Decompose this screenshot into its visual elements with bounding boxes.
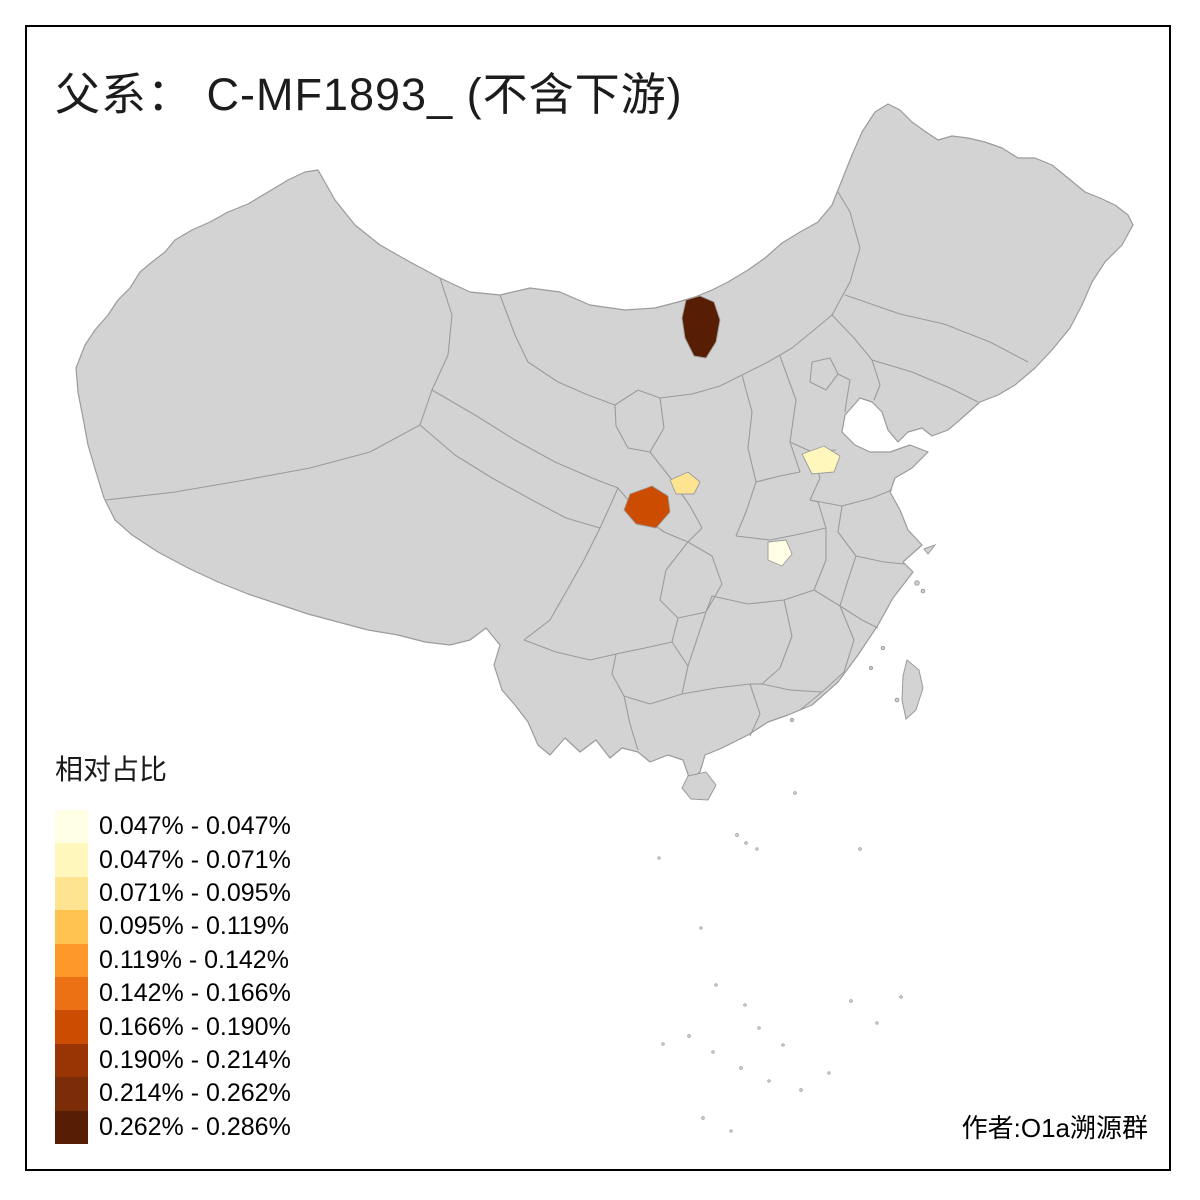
legend-item: 0.047% - 0.047% bbox=[55, 810, 291, 844]
legend-color-swatch bbox=[55, 876, 88, 911]
legend-color-swatch bbox=[55, 976, 88, 1011]
legend-range-label: 0.047% - 0.071% bbox=[99, 845, 291, 874]
legend-range-label: 0.142% - 0.166% bbox=[99, 979, 291, 1008]
legend-range-label: 0.262% - 0.286% bbox=[99, 1112, 291, 1141]
region-south-gansu bbox=[623, 485, 671, 529]
region-west-shandong bbox=[801, 445, 841, 475]
legend-color-swatch bbox=[55, 1043, 88, 1078]
legend-color-swatch bbox=[55, 943, 88, 977]
region-central-hubei bbox=[767, 539, 793, 567]
legend-item: 0.071% - 0.095% bbox=[55, 876, 291, 911]
legend: 相对占比 0.047% - 0.047% 0.047% - 0.071% 0.071… bbox=[55, 748, 291, 1144]
taiwan-island bbox=[901, 659, 924, 720]
legend-title: 相对占比 bbox=[55, 754, 168, 785]
legend-range-label: 0.166% - 0.190% bbox=[99, 1012, 291, 1041]
highlighted-regions bbox=[623, 295, 841, 567]
legend-item: 0.095% - 0.119% bbox=[55, 910, 291, 944]
legend-item: 0.047% - 0.071% bbox=[55, 843, 291, 877]
legend-color-swatch bbox=[55, 1010, 88, 1044]
legend-item: 0.214% - 0.262% bbox=[55, 1077, 291, 1111]
legend-color-swatch bbox=[55, 910, 88, 944]
legend-range-label: 0.047% - 0.047% bbox=[99, 812, 291, 841]
legend-color-swatch bbox=[55, 1077, 88, 1111]
map-title: 父系： C-MF1893_ (不含下游) bbox=[55, 69, 683, 120]
chongming-island bbox=[923, 543, 937, 555]
legend-range-label: 0.071% - 0.095% bbox=[99, 878, 291, 907]
legend-color-swatch bbox=[55, 810, 88, 844]
legend-range-label: 0.095% - 0.119% bbox=[99, 912, 289, 941]
legend-range-label: 0.214% - 0.262% bbox=[99, 1079, 291, 1108]
legend-range-label: 0.190% - 0.214% bbox=[99, 1045, 291, 1074]
legend-color-swatch bbox=[55, 1110, 88, 1144]
legend-color-swatch bbox=[55, 843, 88, 877]
legend-item: 0.166% - 0.190% bbox=[55, 1010, 291, 1044]
hainan-island bbox=[681, 771, 717, 801]
legend-item: 0.119% - 0.142% bbox=[55, 943, 291, 977]
region-central-gansu bbox=[669, 471, 701, 495]
region-north-inner-mongolia bbox=[681, 295, 721, 359]
legend-item: 0.142% - 0.166% bbox=[55, 976, 291, 1011]
china-mainland-outline bbox=[75, 103, 1134, 781]
legend-rows: 0.047% - 0.047% 0.047% - 0.071% 0.071% - 0… bbox=[55, 810, 291, 1144]
legend-item: 0.190% - 0.214% bbox=[55, 1043, 291, 1078]
south-china-sea-islets bbox=[657, 791, 903, 1133]
islands bbox=[681, 543, 937, 801]
author-credit: 作者:O1a溯源群 bbox=[961, 1113, 1148, 1143]
legend-range-label: 0.119% - 0.142% bbox=[99, 945, 289, 974]
legend-item: 0.262% - 0.286% bbox=[55, 1110, 291, 1144]
